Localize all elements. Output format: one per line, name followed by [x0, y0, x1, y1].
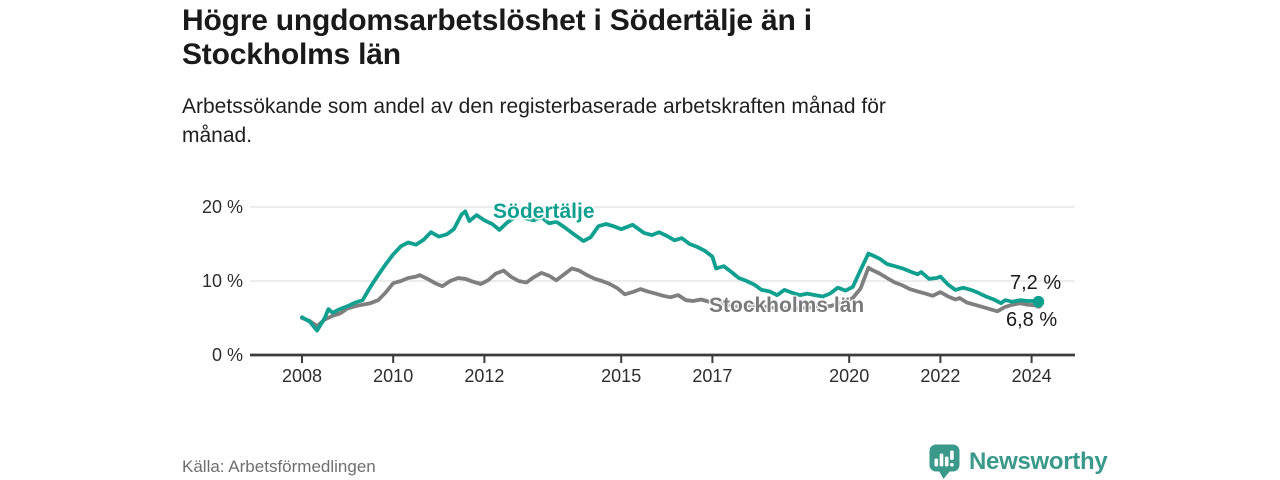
- chart-subtitle: Arbetssökande som andel av den registerb…: [182, 95, 886, 147]
- y-tick-label-20: 20 %: [201, 197, 243, 217]
- y-tick-label-10: 10 %: [201, 271, 243, 291]
- x-tick-label-2010: 2010: [373, 366, 414, 386]
- x-tick-label-2020: 2020: [829, 366, 870, 386]
- end-value-stockholms-lan: 6,8 %: [1006, 309, 1058, 331]
- series-line-sodertalje: [300, 209, 1041, 333]
- brand-logo: Newsworthy: [929, 444, 1108, 479]
- brand-wordmark: Newsworthy: [969, 447, 1108, 475]
- x-tick-label-2017: 2017: [692, 366, 733, 386]
- end-dot-sodertalje: [1032, 295, 1045, 308]
- x-tick-label-2024: 2024: [1011, 366, 1052, 386]
- x-tick-label-2015: 2015: [601, 366, 642, 386]
- x-tick-label-2008: 2008: [281, 366, 323, 386]
- source-attribution: Källa: Arbetsförmedlingen: [182, 457, 376, 476]
- x-tick-label-2022: 2022: [920, 366, 961, 386]
- chart-title: Högre ungdomsarbetslöshet i Södertälje ä…: [182, 4, 812, 71]
- series-label-sodertalje: Södertälje: [493, 200, 595, 223]
- speech-bubble-bar-chart-icon: [929, 444, 960, 479]
- x-tick-label-2012: 2012: [464, 366, 505, 386]
- series-line-stockholms-lan: [300, 265, 1041, 329]
- y-tick-label-0: 0 %: [211, 345, 243, 365]
- end-value-sodertalje: 7,2 %: [1010, 272, 1062, 294]
- series-label-stockholms-lan: Stockholms län: [709, 294, 865, 317]
